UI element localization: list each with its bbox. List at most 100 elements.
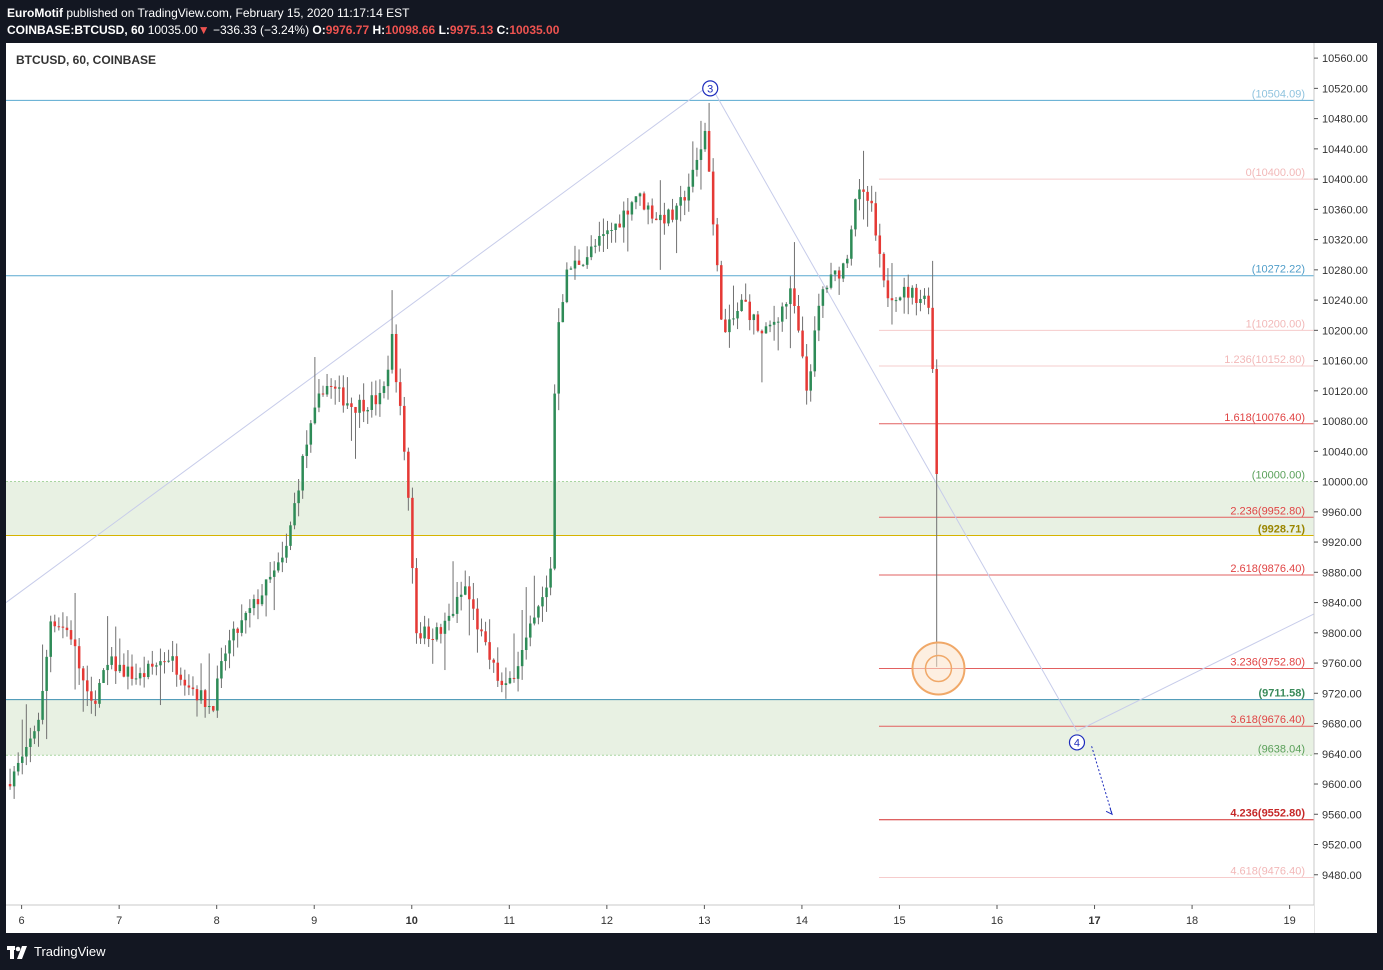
high-value: 10098.66: [385, 23, 436, 37]
candle-body: [16, 762, 20, 772]
low-value: 9975.13: [449, 23, 494, 37]
candle-body: [447, 615, 451, 621]
candle-body: [142, 673, 146, 678]
candle-body: [415, 568, 418, 634]
candle-body: [419, 633, 422, 639]
candle-body: [646, 205, 650, 210]
fib-level-label: 2.236(9952.80): [1230, 505, 1305, 517]
candle-body: [195, 689, 199, 701]
candle-body: [313, 407, 317, 424]
candle-body: [529, 623, 532, 638]
chart-header: EuroMotif published on TradingView.com, …: [0, 0, 1383, 42]
candle-body: [577, 260, 581, 265]
candle-body: [882, 253, 886, 281]
candle-body: [496, 662, 500, 681]
candle-body: [12, 771, 16, 787]
candle-body: [468, 586, 471, 600]
candle-body: [915, 287, 918, 303]
candle-body: [252, 599, 256, 609]
candle-body: [780, 306, 784, 322]
candle-body: [480, 629, 483, 632]
candle-body: [675, 205, 678, 220]
candle-body: [565, 269, 569, 303]
candle-body: [431, 639, 434, 641]
candle-body: [171, 656, 174, 661]
candle-body: [366, 409, 369, 412]
time-axis-background: [6, 905, 1314, 933]
candle-body: [130, 666, 134, 679]
candle-body: [720, 265, 723, 320]
candle-body: [902, 286, 906, 298]
candle-body: [870, 200, 873, 204]
time-axis-label: 10: [406, 915, 418, 927]
candle-body: [321, 393, 325, 395]
candle-body: [126, 666, 130, 677]
candle-body: [512, 677, 516, 679]
wave-label-circle: [1068, 734, 1086, 751]
candle-body: [354, 406, 357, 413]
candle-body: [207, 706, 211, 708]
footer: TradingView: [0, 937, 1383, 970]
price-axis-label: 10520.00: [1322, 83, 1368, 95]
down-arrow-icon: ▼: [197, 23, 210, 37]
time-axis-label: 7: [116, 915, 122, 927]
candle-body: [386, 369, 390, 387]
candle-body: [240, 620, 243, 633]
candle-body: [602, 234, 605, 236]
highlight-circle-inner: [924, 654, 953, 683]
candle-body: [45, 656, 48, 691]
wave-label-circle: [702, 80, 719, 97]
candle-body: [715, 224, 719, 266]
price-chart[interactable]: 34 (10504.09)(10272.22)(10000.00)(9928.7…: [5, 43, 1377, 933]
support-zone: [6, 699, 1314, 756]
candle-body: [858, 189, 861, 200]
candle-body: [671, 209, 674, 220]
candle-body: [285, 545, 288, 558]
fib-level-label: 0(10400.00): [1246, 167, 1305, 179]
price-axis-label: 10120.00: [1322, 386, 1368, 398]
candle-body: [817, 305, 821, 331]
price-axis-label: 10280.00: [1322, 265, 1368, 277]
fib-level-label: 1.618(10076.40): [1224, 412, 1305, 424]
candle-body: [423, 626, 426, 639]
candle-body: [687, 186, 691, 201]
candle-body: [894, 300, 898, 302]
candle-body: [122, 664, 126, 677]
candle-body: [187, 685, 191, 688]
candle-body: [329, 385, 333, 387]
horizontal-level-label: (9711.58): [1259, 688, 1306, 700]
candle-body: [801, 330, 804, 357]
wave-label: 3: [707, 83, 713, 95]
candle-body: [272, 570, 276, 577]
time-axis[interactable]: 6 7 8 9 10 11 12 13 14 15 16 17 18 19: [19, 905, 1296, 927]
author-name[interactable]: EuroMotif: [7, 6, 63, 20]
candle-body: [581, 264, 585, 266]
candle-body: [906, 286, 910, 298]
candle-body: [86, 680, 89, 692]
candle-body: [630, 202, 634, 215]
candle-body: [248, 608, 252, 613]
price-axis-label: 9600.00: [1322, 779, 1362, 791]
symbol-info: COINBASE:BTCUSD, 60 10035.00▼ −336.33 (−…: [7, 23, 559, 37]
candle-body: [805, 356, 808, 391]
candle-body: [199, 690, 203, 701]
candle-body: [878, 235, 882, 254]
footer-brand[interactable]: TradingView: [34, 944, 106, 959]
price-axis-background: [1314, 43, 1377, 933]
candle-body: [370, 395, 374, 410]
candle-body: [744, 299, 747, 302]
candle-body: [90, 691, 93, 701]
tradingview-logo-icon[interactable]: [7, 943, 29, 963]
candle-body: [439, 627, 443, 634]
candle-body: [488, 642, 491, 660]
candle-body: [293, 503, 296, 526]
candle-body: [874, 203, 877, 236]
candle-body: [736, 311, 739, 319]
candle-body: [65, 627, 69, 631]
candle-body: [699, 149, 703, 160]
price-change: −336.33 (−3.24%): [213, 23, 310, 37]
price-axis[interactable]: 10560.00 10520.00 10480.00 10440.00 10400.00…: [1314, 53, 1368, 882]
symbol-label: COINBASE:BTCUSD, 60: [7, 23, 145, 37]
fib-level-label: 3.236(9752.80): [1230, 656, 1305, 668]
